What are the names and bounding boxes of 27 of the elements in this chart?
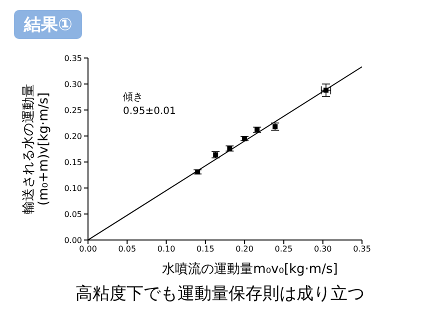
y-tick-label: 0.25 xyxy=(64,106,82,115)
y-tick-label: 0.20 xyxy=(64,132,82,141)
x-tick-label: 0.05 xyxy=(118,244,136,254)
point xyxy=(213,152,218,158)
x-tick-label: 0.00 xyxy=(79,244,97,254)
y-tick-label: 0.30 xyxy=(64,80,82,89)
point xyxy=(323,88,328,93)
x-tick-label: 0.15 xyxy=(196,244,214,254)
point xyxy=(272,124,278,130)
point xyxy=(195,169,200,174)
point xyxy=(242,136,248,142)
chart-title: 結果① xyxy=(14,10,82,39)
x-tick-label: 0.30 xyxy=(314,244,332,254)
y-tick-label: 0.10 xyxy=(64,184,82,193)
x-tick-label: 0.25 xyxy=(274,244,293,254)
point xyxy=(254,127,260,132)
y-tick-label: 0.00 xyxy=(64,236,82,245)
text: 高粘度下でも運動量保存則は成り立つ xyxy=(74,283,366,305)
y-tick-label: 0.35 xyxy=(64,54,82,63)
y-tick-label: 0.05 xyxy=(64,210,82,219)
annotation: 傾き 0.95±0.01 xyxy=(123,92,176,117)
x-tick-label: 0.35 xyxy=(353,244,371,254)
x-tick-label: 0.10 xyxy=(157,244,176,254)
x-axis-title: 水噴流の運動量m₀v₀[kg·m/s] xyxy=(161,261,339,278)
x-tick-label: 0.20 xyxy=(236,244,254,254)
y-axis-title: 輸送される水の運動量 (m₀+m)v[kg·m/s] xyxy=(22,84,52,214)
y-tick-label: 0.15 xyxy=(64,158,82,167)
